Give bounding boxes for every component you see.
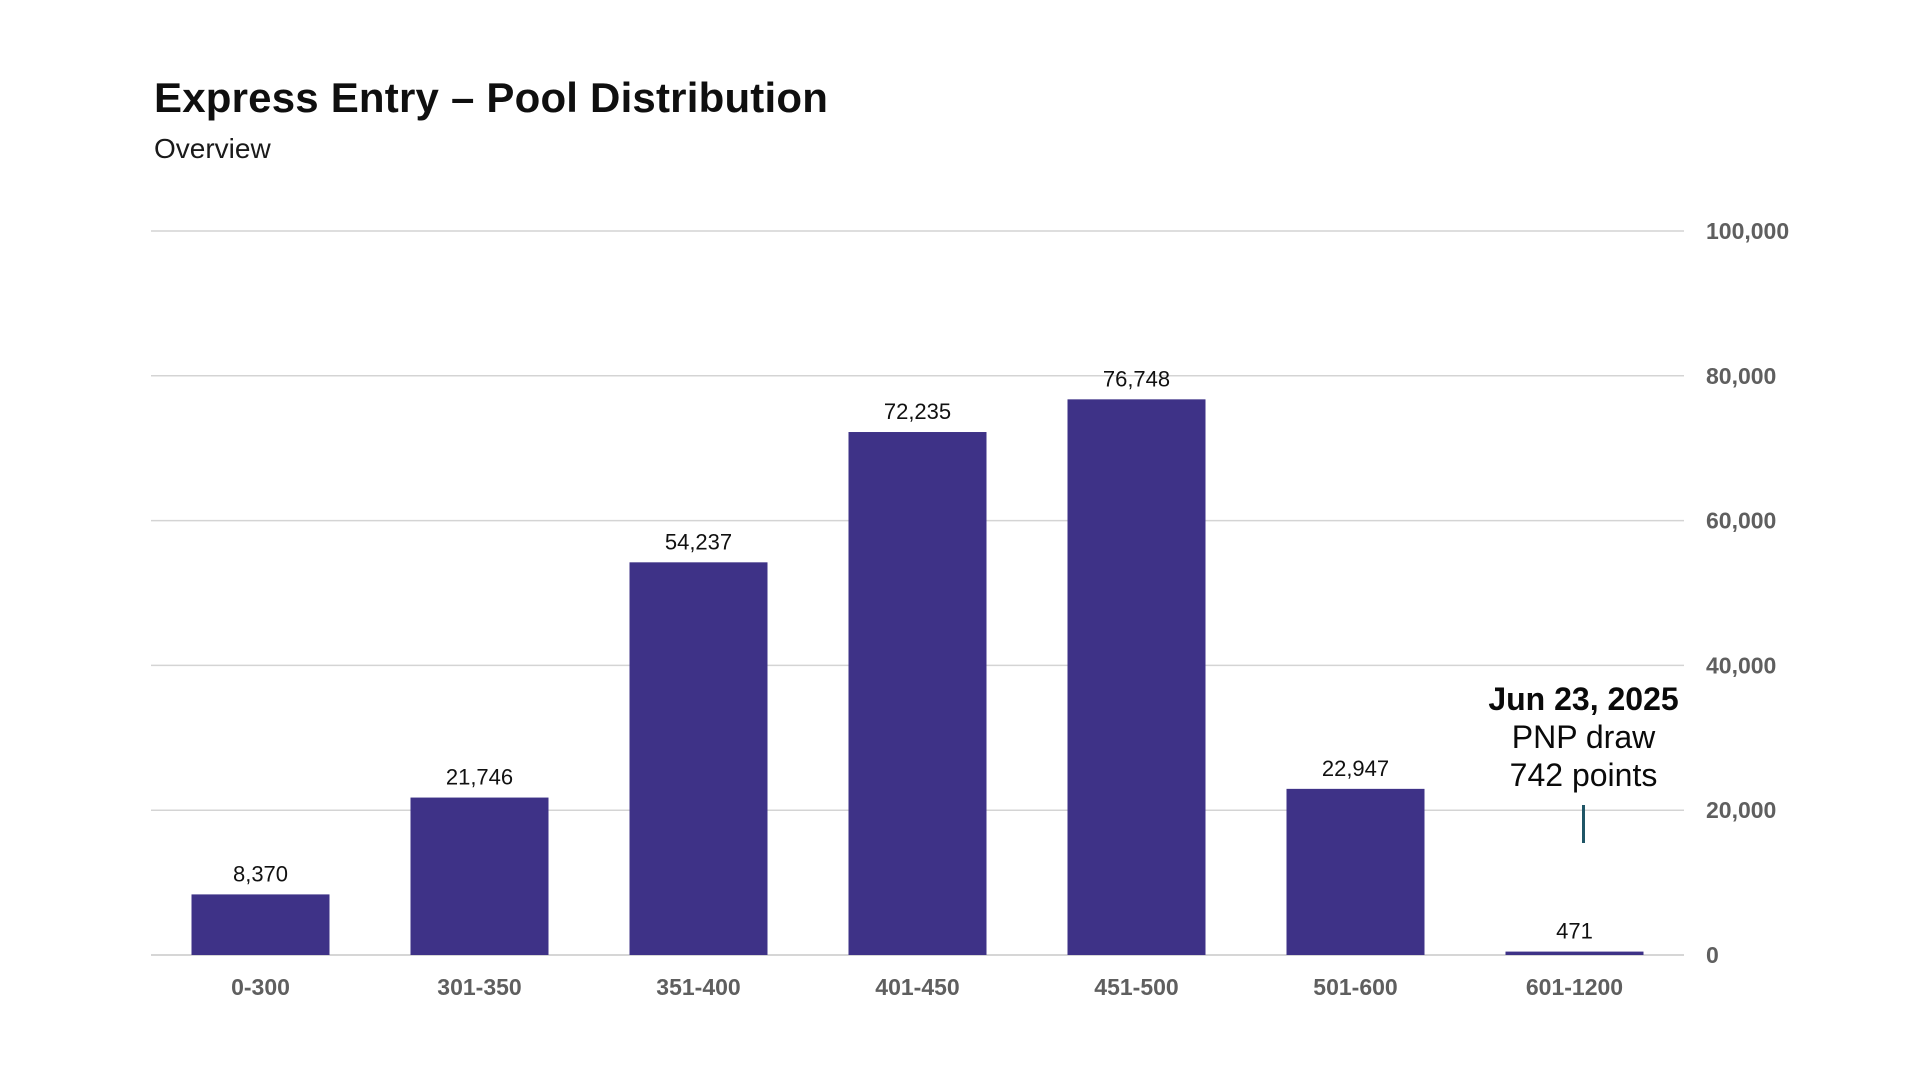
x-tick-label: 601-1200 [1526, 974, 1623, 1000]
y-tick-label: 40,000 [1706, 652, 1776, 678]
x-tick-label: 301-350 [437, 974, 521, 1000]
data-labels: 8,370 21,746 54,237 72,235 76,748 22,947 471 [233, 366, 1593, 943]
y-tick-label: 80,000 [1706, 363, 1776, 389]
bar-501-600 [1286, 788, 1425, 955]
x-tick-label: 501-600 [1313, 974, 1397, 1000]
data-label: 22,947 [1322, 756, 1389, 781]
x-axis: 0-300 301-350 351-400 401-450 451-500 501-600… [231, 974, 1623, 1000]
data-label: 54,237 [665, 529, 732, 554]
y-tick-label: 0 [1706, 942, 1719, 968]
data-label: 8,370 [233, 861, 288, 886]
bar-451-500 [1067, 399, 1206, 955]
bar-0-300 [191, 894, 330, 955]
chart-subtitle: Overview [154, 133, 271, 164]
x-tick-label: 351-400 [656, 974, 740, 1000]
bar-601-1200 [1505, 951, 1644, 955]
y-tick-label: 100,000 [1706, 218, 1789, 244]
chart-title: Express Entry – Pool Distribution [154, 74, 829, 121]
data-label: 76,748 [1103, 366, 1170, 391]
x-tick-label: 0-300 [231, 974, 290, 1000]
x-tick-label: 401-450 [875, 974, 959, 1000]
y-tick-label: 60,000 [1706, 508, 1776, 534]
chart-header: Express Entry – Pool Distribution Overvi… [154, 72, 828, 166]
bar-351-400 [629, 562, 768, 955]
data-label: 21,746 [446, 765, 513, 790]
bars [191, 399, 1644, 956]
data-label: 471 [1556, 919, 1593, 944]
bar-301-350 [410, 797, 549, 955]
annotation-date: Jun 23, 2025 [1488, 681, 1678, 717]
annotation-line1: PNP draw [1512, 719, 1656, 755]
annotation-line2: 742 points [1510, 757, 1658, 793]
data-label: 72,235 [884, 399, 951, 424]
bar-401-450 [848, 432, 987, 956]
y-tick-label: 20,000 [1706, 797, 1776, 823]
y-axis: 0 20,000 40,000 60,000 80,000 100,000 [1706, 218, 1789, 968]
x-tick-label: 451-500 [1094, 974, 1178, 1000]
